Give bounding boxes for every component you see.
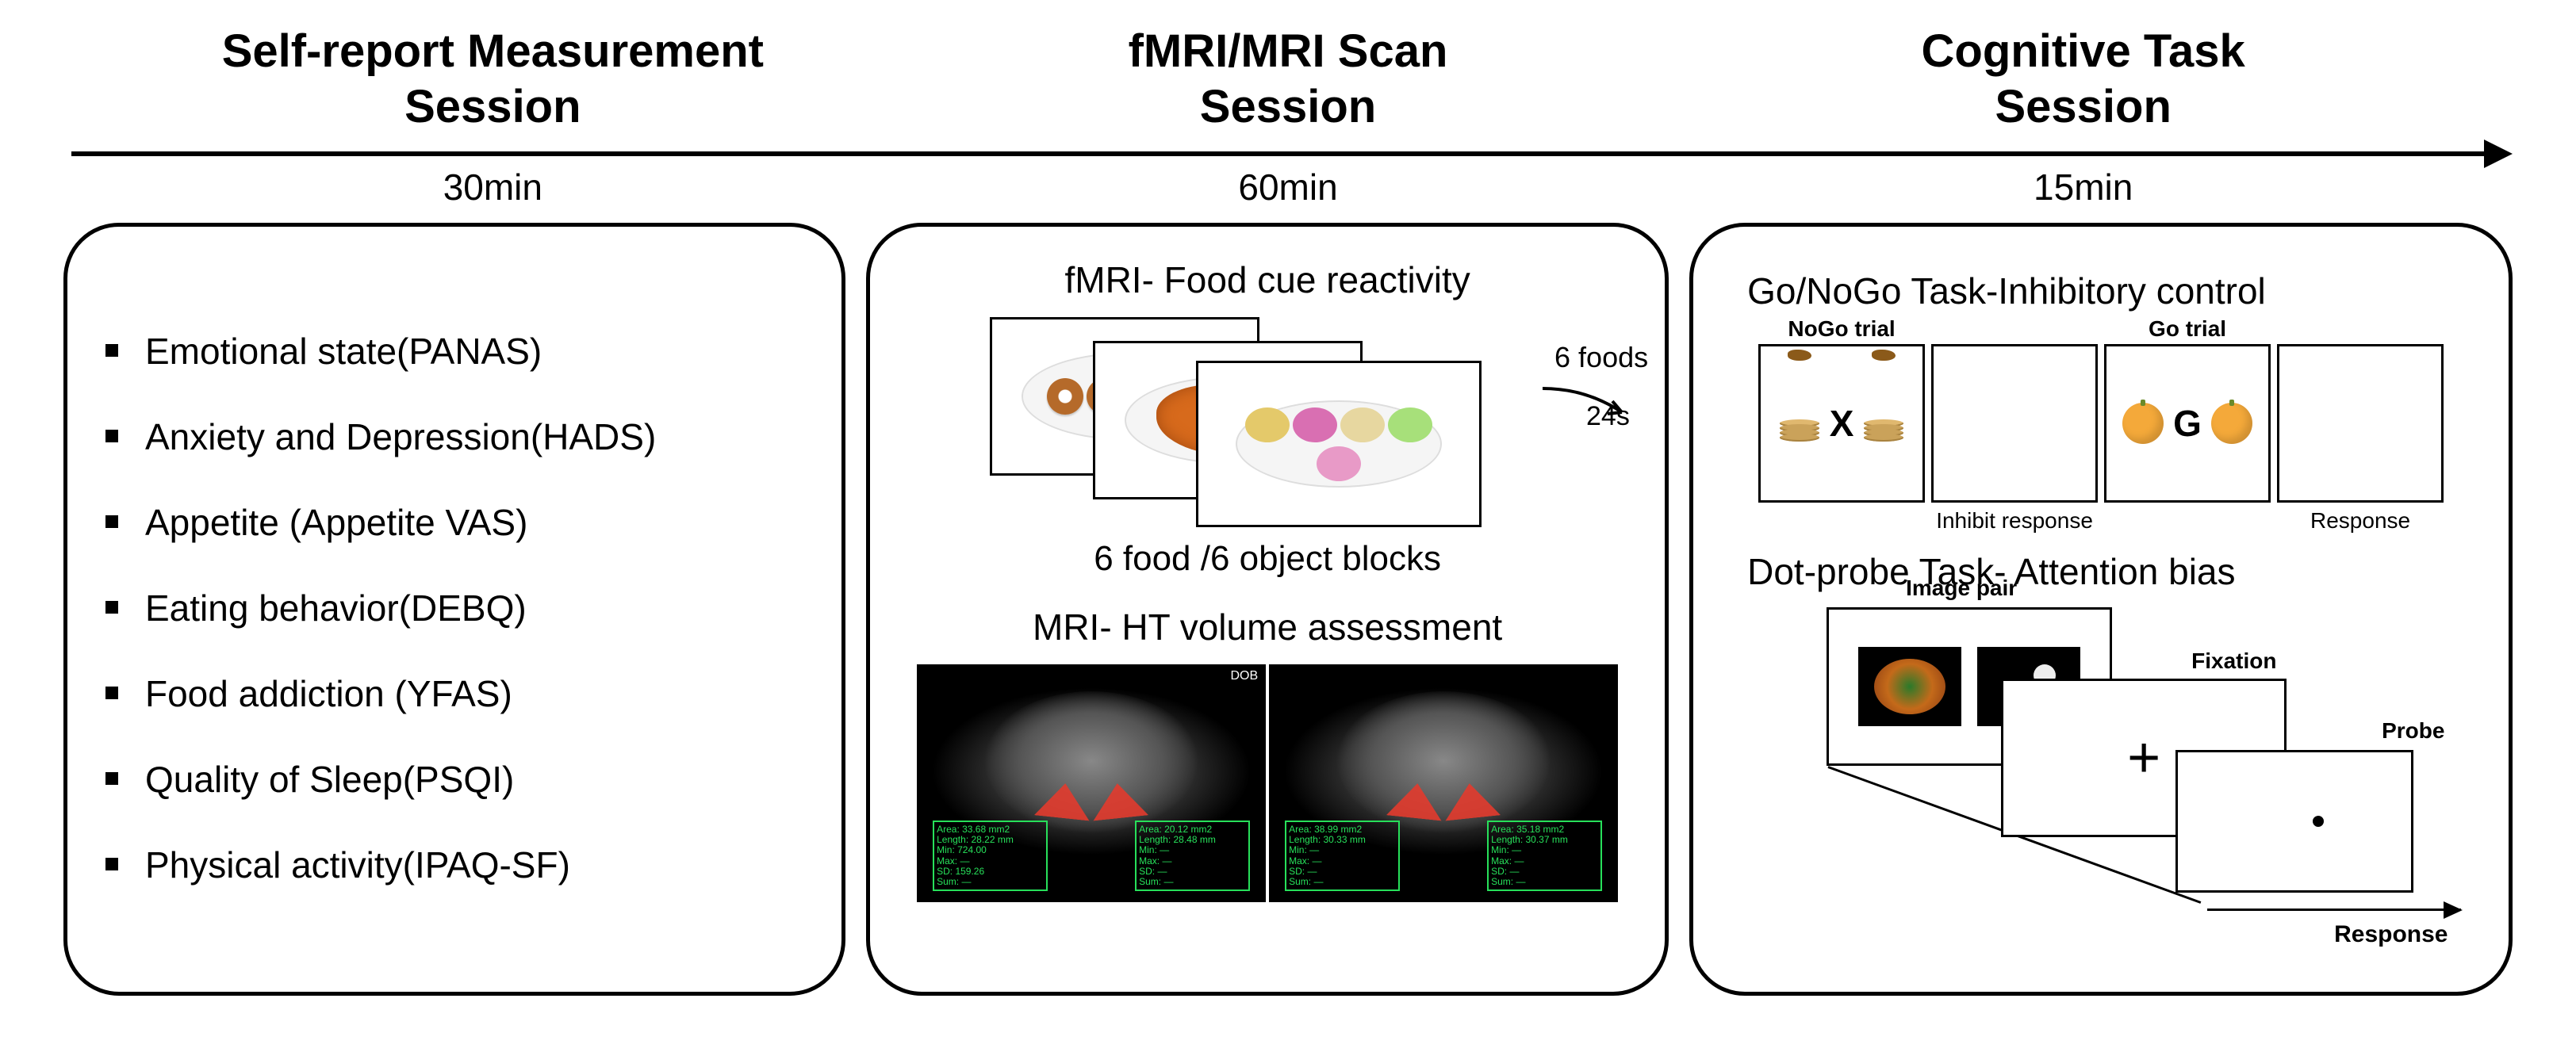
panel-cognitive-tasks: Go/NoGo Task-Inhibitory control NoGo tri… (1689, 223, 2513, 996)
timeline-arrow (48, 150, 2528, 158)
mri-title: MRI- HT volume assessment (908, 606, 1627, 648)
orange-icon (2122, 403, 2164, 444)
bullet-item: Emotional state(PANAS) (105, 330, 803, 373)
nogo-top-label: NoGo trial (1788, 316, 1895, 342)
probe-dot-icon (2313, 816, 2324, 827)
fixation-cross-icon: + (2127, 725, 2160, 790)
header-session-2: fMRI/MRI Scan Session (891, 24, 1686, 134)
stimulus-card-macarons (1196, 361, 1482, 527)
cue-label-line2: 24s (1586, 401, 1630, 428)
food-cue-stack: 6 foods 24s (990, 317, 1545, 523)
header-session-1: Self-report Measurement Session (95, 24, 891, 134)
session-durations: 30min 60min 15min (48, 166, 2528, 208)
dotprobe-sequence: Image pair Fixation Probe + Response (1827, 607, 2471, 940)
panel-self-report: Emotional state(PANAS) Anxiety and Depre… (63, 223, 845, 996)
response-blank-card: Response (2277, 344, 2444, 503)
response-arrow-icon (2207, 909, 2461, 911)
bullet-item: Food addiction (YFAS) (105, 672, 803, 715)
header-session-3: Cognitive Task Session (1685, 24, 2481, 134)
dp-label-probe: Probe (2382, 718, 2444, 744)
mri-images: DOB Area: 33.68 mm2Length: 28.22 mmMin: … (908, 664, 1627, 902)
header-1-line1: Self-report Measurement (222, 25, 764, 77)
duration-1: 30min (95, 166, 891, 208)
orange-icon (2211, 403, 2252, 444)
gonogo-title: Go/NoGo Task-Inhibitory control (1747, 270, 2471, 312)
bullet-item: Quality of Sleep(PSQI) (105, 758, 803, 801)
roi-readout: Area: 38.99 mm2Length: 30.33 mmMin: —Max… (1285, 821, 1400, 891)
panels-row: Emotional state(PANAS) Anxiety and Depre… (48, 223, 2528, 996)
dotprobe-title: Dot-probe Task- Attention bias (1747, 550, 2471, 593)
header-1-line2: Session (404, 81, 581, 132)
self-report-bullets: Emotional state(PANAS) Anxiety and Depre… (105, 330, 803, 886)
macarons-icon (1236, 400, 1442, 488)
duration-3: 15min (1685, 166, 2481, 208)
header-3-line2: Session (1995, 81, 2171, 132)
timeline-arrowhead (2484, 140, 2513, 168)
timeline-line (71, 151, 2489, 156)
go-top-label: Go trial (2149, 316, 2226, 342)
dp-response-label: Response (2334, 921, 2448, 948)
response-label: Response (2310, 508, 2410, 534)
dp-label-fixation: Fixation (2191, 648, 2276, 674)
fmri-title: fMRI- Food cue reactivity (908, 258, 1627, 301)
roi-readout: Area: 33.68 mm2Length: 28.22 mmMin: 724.… (933, 821, 1048, 891)
dp-card-probe (2175, 750, 2413, 893)
duration-2: 60min (891, 166, 1686, 208)
roi-readout: Area: 20.12 mm2Length: 28.48 mmMin: —Max… (1135, 821, 1250, 891)
bullet-item: Anxiety and Depression(HADS) (105, 415, 803, 458)
dob-label: DOB (1230, 669, 1258, 683)
pancake-icon (1863, 405, 1904, 442)
nogo-trial-card: NoGo trial X (1758, 344, 1925, 503)
inhibit-label: Inhibit response (1936, 508, 2093, 534)
panel-fmri-mri: fMRI- Food cue reactivity 6 foods (866, 223, 1669, 996)
gonogo-row: NoGo trial X Inhibit response Go trial G… (1731, 344, 2471, 503)
cue-count-label: 6 foods (1554, 341, 1648, 374)
go-trial-card: Go trial G (2104, 344, 2271, 503)
bullet-item: Physical activity(IPAQ-SF) (105, 844, 803, 886)
bullet-item: Appetite (Appetite VAS) (105, 501, 803, 544)
nogo-letter: X (1830, 402, 1854, 445)
session-headers: Self-report Measurement Session fMRI/MRI… (48, 24, 2528, 134)
blocks-text: 6 food /6 object blocks (908, 539, 1627, 579)
cue-label-line1: 6 foods (1554, 341, 1648, 373)
header-3-line1: Cognitive Task (1922, 25, 2245, 77)
cue-arrow-icon: 24s (1539, 381, 1642, 428)
mri-scan-right: Area: 38.99 mm2Length: 30.33 mmMin: —Max… (1269, 664, 1618, 902)
mri-scan-left: DOB Area: 33.68 mm2Length: 28.22 mmMin: … (917, 664, 1266, 902)
inhibit-blank-card: Inhibit response (1931, 344, 2098, 503)
food-plate-icon (1858, 647, 1961, 726)
pancake-icon (1779, 405, 1820, 442)
header-2-line1: fMRI/MRI Scan (1129, 25, 1448, 77)
bullet-item: Eating behavior(DEBQ) (105, 587, 803, 629)
header-2-line2: Session (1200, 81, 1376, 132)
go-letter: G (2173, 402, 2202, 445)
dp-label-pair: Image pair (1906, 576, 2017, 601)
roi-readout: Area: 35.18 mm2Length: 30.37 mmMin: —Max… (1487, 821, 1602, 891)
